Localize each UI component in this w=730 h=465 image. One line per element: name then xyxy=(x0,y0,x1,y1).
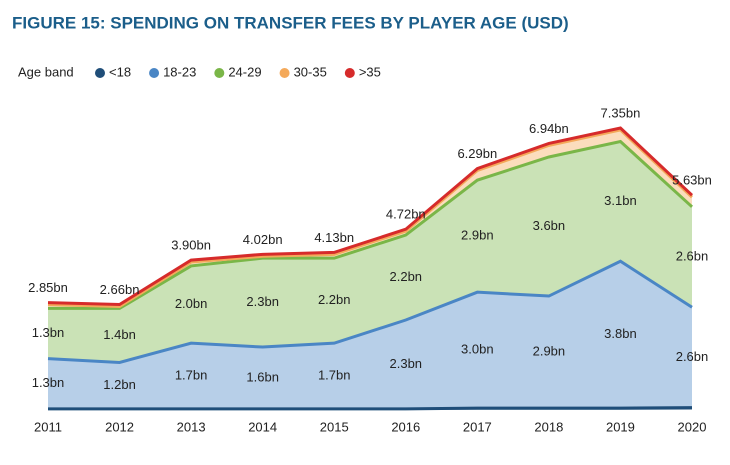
x-tick-label: 2013 xyxy=(177,419,206,434)
total-label: 4.13bn xyxy=(314,230,354,245)
legend-label: >35 xyxy=(359,64,381,79)
legend-label: 24-29 xyxy=(228,64,261,79)
value-label: 1.2bn xyxy=(103,377,136,392)
total-label: 6.94bn xyxy=(529,121,569,136)
value-label: 2.2bn xyxy=(390,269,423,284)
total-label: 6.29bn xyxy=(457,146,497,161)
value-label: 2.9bn xyxy=(533,343,566,358)
total-label: 3.90bn xyxy=(171,238,211,253)
line xyxy=(47,128,694,308)
value-label: 2.6bn xyxy=(676,349,709,364)
value-label: 2.2bn xyxy=(318,292,351,307)
legend-marker xyxy=(214,68,225,78)
value-label: 1.7bn xyxy=(175,367,208,382)
x-tick-label: 2014 xyxy=(248,419,277,434)
legend-title: Age band xyxy=(18,64,74,79)
value-label: 2.0bn xyxy=(175,296,208,311)
value-label: 1.3bn xyxy=(32,375,65,390)
x-tick-label: 2020 xyxy=(678,419,707,434)
value-label: 3.1bn xyxy=(604,193,637,208)
value-label: 3.0bn xyxy=(461,342,494,357)
value-label: 1.6bn xyxy=(246,369,279,384)
legend-marker xyxy=(95,68,105,78)
value-label: 1.7bn xyxy=(318,367,351,382)
x-tick-label: 2016 xyxy=(391,419,420,434)
total-label: 2.85bn xyxy=(28,280,68,295)
area xyxy=(48,261,692,409)
line xyxy=(48,139,694,310)
line xyxy=(47,126,694,307)
total-label: 7.35bn xyxy=(601,105,641,120)
x-tick-label: 2017 xyxy=(463,419,492,434)
legend-label: 18-23 xyxy=(163,64,196,79)
legend-label: <18 xyxy=(109,64,131,79)
total-label: 4.72bn xyxy=(386,207,426,222)
legend-label: 30-35 xyxy=(294,64,327,79)
legend-marker xyxy=(279,68,290,78)
x-tick-label: 2012 xyxy=(105,419,134,434)
line xyxy=(47,259,693,364)
value-label: 2.3bn xyxy=(390,356,423,371)
value-label: 2.3bn xyxy=(246,294,279,309)
value-label: 2.6bn xyxy=(676,248,709,263)
total-label: 4.02bn xyxy=(243,232,283,247)
value-label: 1.4bn xyxy=(103,327,136,342)
legend-marker xyxy=(344,68,355,78)
chart-title: FIGURE 15: SPENDING ON TRANSFER FEES BY … xyxy=(12,13,569,32)
legend-marker xyxy=(149,68,160,78)
area xyxy=(48,141,692,363)
value-label: 2.9bn xyxy=(461,228,494,243)
line xyxy=(48,406,693,411)
x-tick-label: 2015 xyxy=(320,419,349,434)
value-label: 3.6bn xyxy=(533,218,566,233)
total-label: 5.63bn xyxy=(672,173,712,188)
x-tick-label: 2011 xyxy=(34,419,62,434)
value-label: 3.8bn xyxy=(604,326,637,341)
x-tick-label: 2018 xyxy=(534,419,563,434)
total-label: 2.66bn xyxy=(100,282,140,297)
x-tick-label: 2019 xyxy=(606,419,635,434)
value-label: 1.3bn xyxy=(32,325,65,340)
